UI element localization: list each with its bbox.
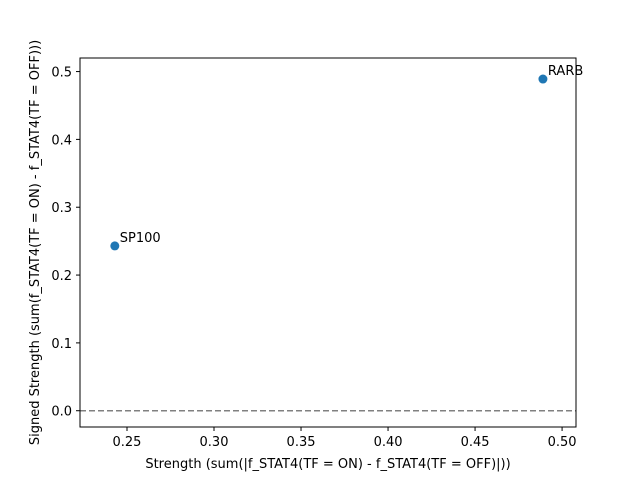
x-axis-label: Strength (sum(|f_STAT4(TF = ON) - f_STAT… xyxy=(145,457,510,472)
x-tick-label: 0.25 xyxy=(113,435,142,450)
data-point-sp100 xyxy=(110,241,120,251)
x-tick-label: 0.50 xyxy=(548,435,577,450)
y-tick-label: 0.0 xyxy=(51,405,72,420)
data-point-rarb xyxy=(538,74,548,84)
x-tick-label: 0.35 xyxy=(287,435,316,450)
x-axis-ticks: 0.25 0.30 0.35 0.40 0.45 0.50 xyxy=(113,427,577,450)
y-tick-label: 0.4 xyxy=(51,133,72,148)
point-label-sp100: SP100 xyxy=(120,231,161,246)
y-tick-label: 0.3 xyxy=(51,201,72,216)
x-tick-label: 0.30 xyxy=(200,435,229,450)
x-tick-label: 0.45 xyxy=(461,435,490,450)
point-label-rarb: RARB xyxy=(548,64,583,79)
plot-frame xyxy=(79,57,577,428)
y-axis-label: Signed Strength (sum(f_STAT4(TF = ON) - … xyxy=(28,40,43,445)
y-tick-label: 0.1 xyxy=(51,337,72,352)
y-tick-label: 0.5 xyxy=(51,66,72,81)
points-group: SP100 RARB xyxy=(110,64,583,251)
plot-area xyxy=(80,58,576,427)
x-tick-label: 0.40 xyxy=(374,435,403,450)
y-tick-label: 0.2 xyxy=(51,269,72,284)
y-axis-ticks: 0.0 0.1 0.2 0.3 0.4 0.5 xyxy=(51,66,80,420)
